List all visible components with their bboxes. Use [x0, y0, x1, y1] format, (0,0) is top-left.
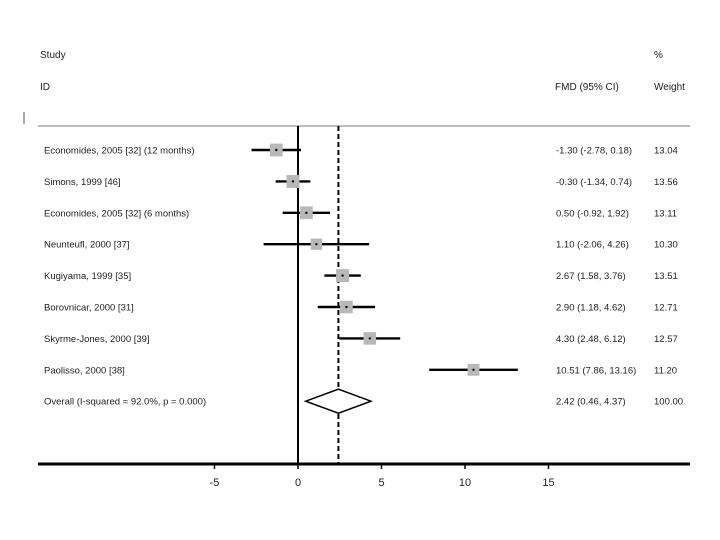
overall-label: Overall (I-squared = 92.0%, p = 0.000) [44, 397, 206, 408]
x-tick-label: 0 [295, 477, 301, 489]
overall-diamond [303, 388, 374, 414]
weight-text: 13.11 [654, 208, 677, 219]
ci-text: 2.90 (1.18, 4.62) [556, 303, 626, 314]
x-tick-label: 15 [542, 477, 554, 489]
study-label: Kugiyama, 1999 [35] [44, 271, 131, 282]
point-estimate [275, 148, 278, 152]
study-label: Skyrme-Jones, 2000 [39] [44, 334, 150, 345]
study-label: Economides, 2005 [32] (12 months) [44, 146, 195, 157]
point-estimate [291, 180, 295, 183]
x-tick-label: 10 [459, 477, 471, 489]
header-study: Study [40, 50, 66, 61]
point-estimate [315, 243, 318, 246]
ci-text: 4.30 (2.48, 6.12) [556, 334, 626, 345]
overall-ci-text: 2.42 (0.46, 4.37) [556, 397, 626, 408]
header-weight: Weight [654, 82, 685, 93]
ci-text: -1.30 (-2.78, 0.18) [556, 146, 632, 157]
weight-text: 10.30 [654, 240, 678, 251]
point-estimate [341, 274, 344, 277]
point-estimate [345, 305, 348, 309]
study-label: Paolisso, 2000 [38] [44, 365, 125, 376]
point-estimate [368, 337, 372, 340]
ci-text: 10.51 (7.86, 13.16) [556, 365, 636, 376]
ci-text: -0.30 (-1.34, 0.74) [556, 177, 632, 188]
x-tick-label: 5 [378, 477, 384, 489]
ci-text: 2.67 (1.58, 3.76) [556, 271, 626, 282]
weight-text: 11.20 [654, 365, 677, 376]
overall-weight-text: 100.00 [654, 397, 683, 408]
weight-text: 12.71 [654, 303, 678, 314]
x-axis: -5 0 5 10 15 [38, 462, 690, 489]
weight-text: 13.56 [654, 177, 678, 188]
study-label: Economides, 2005 [32] (6 months) [44, 208, 189, 219]
study-label: Neunteufl, 2000 [37] [44, 240, 130, 251]
study-label: Borovnicar, 2000 [31] [44, 303, 134, 314]
ci-text: 1.10 (-2.06, 4.26) [556, 240, 629, 251]
x-tick-label: -5 [210, 477, 220, 489]
header-id: ID [40, 82, 50, 93]
weight-text: 12.57 [654, 334, 678, 345]
study-rows: Economides, 2005 [32] (12 months) -1.30 (… [44, 126, 683, 464]
ci-text: 0.50 (-0.92, 1.92) [556, 208, 629, 219]
header-effect: FMD (95% CI) [555, 82, 619, 93]
weight-text: 13.51 [654, 271, 678, 282]
study-label: Simons, 1999 [46] [44, 177, 121, 188]
weight-text: 13.04 [654, 146, 678, 157]
point-estimate [305, 211, 308, 214]
point-estimate [472, 368, 475, 371]
header-weight-percent: % [654, 50, 663, 61]
